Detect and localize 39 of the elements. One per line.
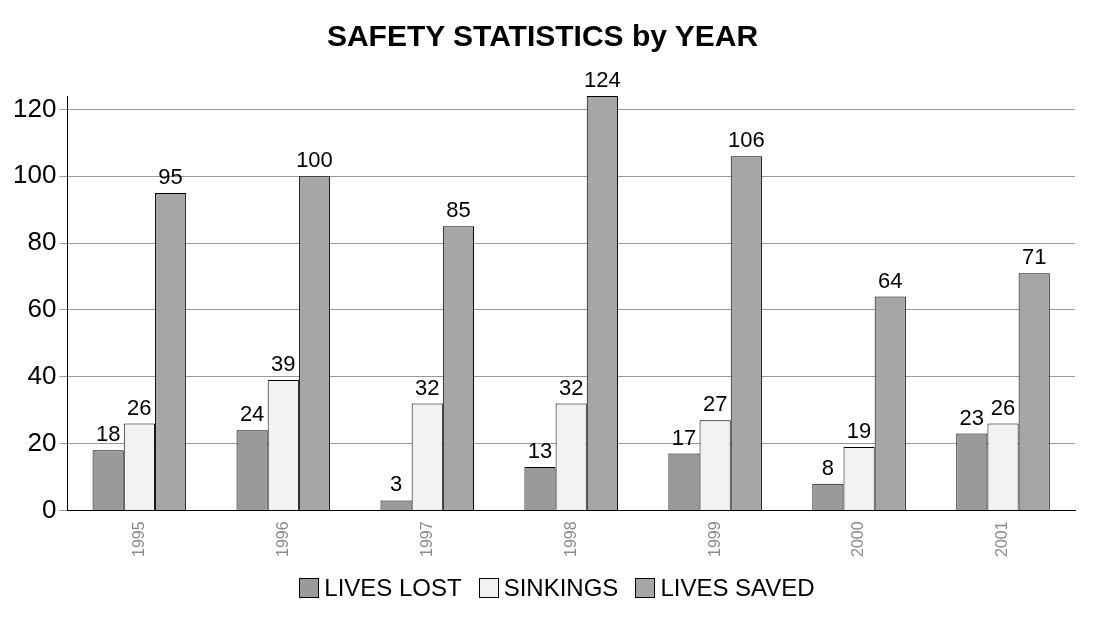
data-label: 24 bbox=[239, 401, 265, 427]
data-label: 18 bbox=[95, 421, 121, 447]
data-label: 32 bbox=[415, 374, 440, 400]
data-label: 23 bbox=[959, 404, 985, 430]
data-label: 19 bbox=[846, 417, 872, 443]
data-label: 13 bbox=[527, 438, 553, 464]
data-label: 17 bbox=[671, 424, 697, 450]
data-label: 100 bbox=[296, 147, 333, 173]
x-tick-label: 1995 bbox=[129, 521, 147, 557]
x-tick-label: 1999 bbox=[705, 521, 723, 557]
data-label: 39 bbox=[271, 351, 296, 377]
data-label: 26 bbox=[127, 394, 152, 420]
data-label: 26 bbox=[990, 394, 1016, 420]
y-tick-label: 120 bbox=[12, 92, 57, 123]
data-label: 27 bbox=[702, 391, 728, 417]
y-tick-label: 80 bbox=[27, 226, 57, 257]
legend-label: LIVES SAVED bbox=[660, 574, 815, 602]
x-tick-label: 1998 bbox=[561, 521, 579, 557]
y-tick-label: 60 bbox=[27, 293, 57, 324]
chart-title: SAFETY STATISTICS by YEAR bbox=[326, 19, 759, 53]
y-tick-label: 0 bbox=[41, 493, 57, 524]
y-tick-label: 100 bbox=[12, 159, 57, 190]
x-tick-label: 2001 bbox=[993, 521, 1011, 557]
data-label: 3 bbox=[389, 471, 403, 497]
data-label: 71 bbox=[1021, 244, 1047, 270]
data-label: 95 bbox=[158, 163, 183, 189]
data-label: 124 bbox=[584, 67, 621, 93]
x-tick-label: 1997 bbox=[417, 521, 435, 557]
data-label: 8 bbox=[821, 454, 835, 480]
legend-label: LIVES LOST bbox=[324, 574, 462, 602]
data-label: 106 bbox=[727, 127, 765, 153]
data-label: 64 bbox=[878, 267, 903, 293]
data-label: 32 bbox=[558, 374, 584, 400]
data-label: 85 bbox=[446, 197, 471, 223]
legend-label: SINKINGS bbox=[503, 574, 619, 602]
x-tick-label: 1996 bbox=[273, 521, 291, 557]
x-tick-label: 2000 bbox=[849, 521, 867, 557]
y-tick-label: 20 bbox=[27, 426, 57, 457]
y-tick-label: 40 bbox=[27, 359, 57, 390]
